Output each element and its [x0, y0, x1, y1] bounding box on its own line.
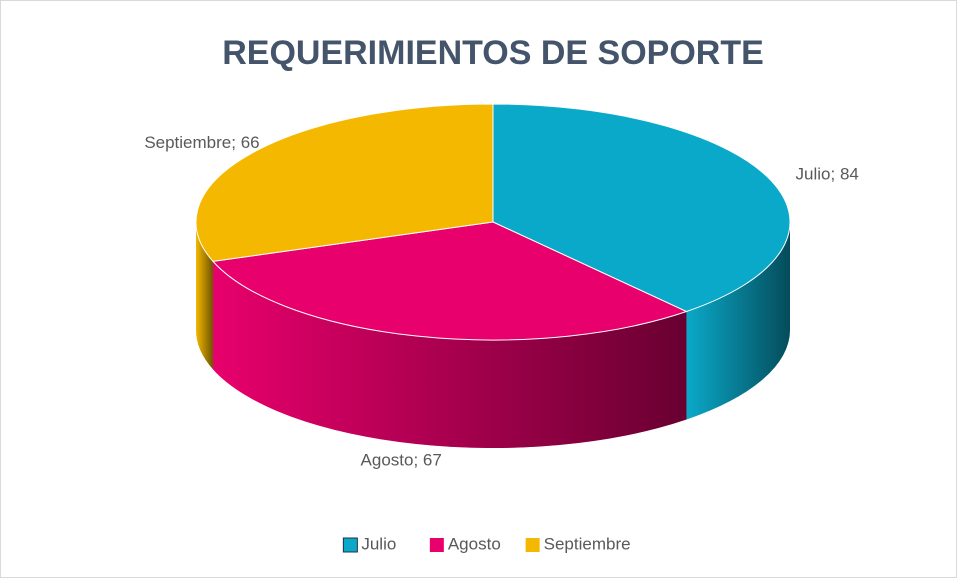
- pie-side-shade: [686, 222, 790, 420]
- pie-side-shade: [213, 261, 687, 448]
- legend-swatch: [429, 538, 444, 552]
- data-label: Julio; 84: [796, 164, 859, 183]
- pie-side-shade: [196, 222, 214, 370]
- legend-label: Septiembre: [544, 534, 631, 553]
- pie-slice: [195, 103, 494, 262]
- pie-slice: [212, 221, 688, 341]
- pie-slice: [492, 103, 791, 313]
- legend-swatch: [525, 538, 540, 552]
- data-label: Septiembre; 66: [144, 133, 259, 152]
- legend-swatch: [342, 537, 358, 553]
- chart-title: REQUERIMIENTOS DE SOPORTE: [222, 34, 764, 72]
- data-label: Agosto; 67: [361, 451, 442, 470]
- legend-label: Julio: [361, 534, 396, 553]
- legend-label: Agosto: [448, 534, 501, 553]
